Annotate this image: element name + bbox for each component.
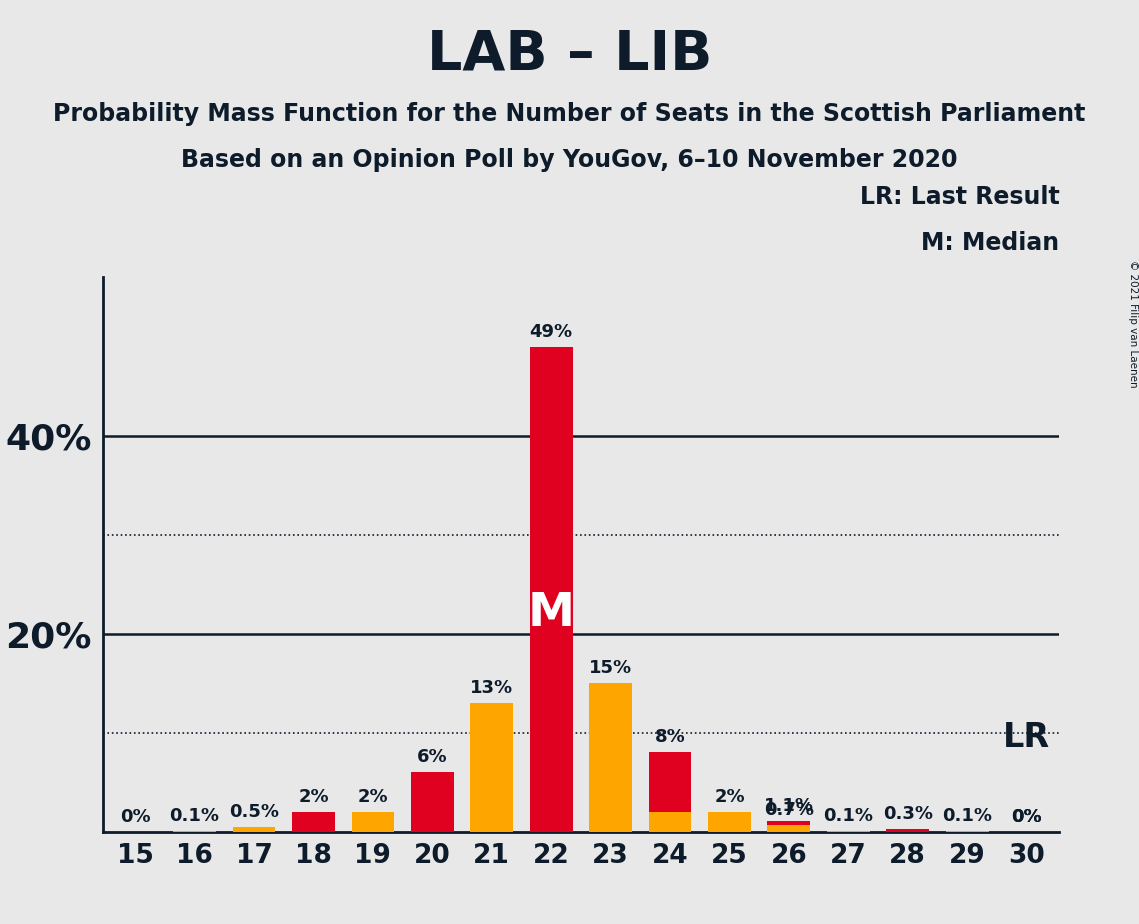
Text: LR: Last Result: LR: Last Result	[860, 185, 1059, 209]
Text: 15%: 15%	[589, 659, 632, 677]
Text: 0%: 0%	[1011, 808, 1042, 826]
Bar	[648, 812, 691, 832]
Text: 1.1%: 1.1%	[764, 796, 814, 815]
Text: Based on an Opinion Poll by YouGov, 6–10 November 2020: Based on an Opinion Poll by YouGov, 6–10…	[181, 148, 958, 172]
Text: 0.7%: 0.7%	[764, 801, 814, 819]
Bar	[648, 752, 691, 832]
Bar	[886, 829, 929, 832]
Text: 0.3%: 0.3%	[883, 805, 933, 822]
Text: 8%: 8%	[655, 728, 686, 747]
Bar	[470, 703, 514, 832]
Text: 13%: 13%	[470, 679, 514, 697]
Text: 0.1%: 0.1%	[170, 807, 220, 824]
Text: LR: LR	[1002, 721, 1050, 754]
Bar	[589, 683, 632, 832]
Text: 0%: 0%	[120, 808, 150, 826]
Text: M: M	[527, 590, 575, 636]
Bar	[768, 824, 810, 832]
Bar	[352, 812, 394, 832]
Bar	[945, 831, 989, 832]
Text: © 2021 Filip van Laenen: © 2021 Filip van Laenen	[1129, 260, 1138, 387]
Text: 0.1%: 0.1%	[942, 807, 992, 824]
Bar	[232, 827, 276, 832]
Text: 6%: 6%	[417, 748, 448, 766]
Bar	[173, 831, 216, 832]
Text: 2%: 2%	[714, 788, 745, 806]
Bar	[292, 812, 335, 832]
Text: LAB – LIB: LAB – LIB	[427, 28, 712, 81]
Text: Probability Mass Function for the Number of Seats in the Scottish Parliament: Probability Mass Function for the Number…	[54, 102, 1085, 126]
Text: 0%: 0%	[1011, 808, 1042, 826]
Bar	[530, 346, 573, 832]
Bar	[708, 812, 751, 832]
Bar	[827, 831, 870, 832]
Bar	[411, 772, 453, 832]
Bar	[768, 821, 810, 832]
Text: 2%: 2%	[298, 788, 329, 806]
Text: 0.1%: 0.1%	[823, 807, 874, 824]
Text: 2%: 2%	[358, 788, 388, 806]
Text: M: Median: M: Median	[921, 231, 1059, 255]
Text: 0.5%: 0.5%	[229, 803, 279, 821]
Text: 49%: 49%	[530, 322, 573, 341]
